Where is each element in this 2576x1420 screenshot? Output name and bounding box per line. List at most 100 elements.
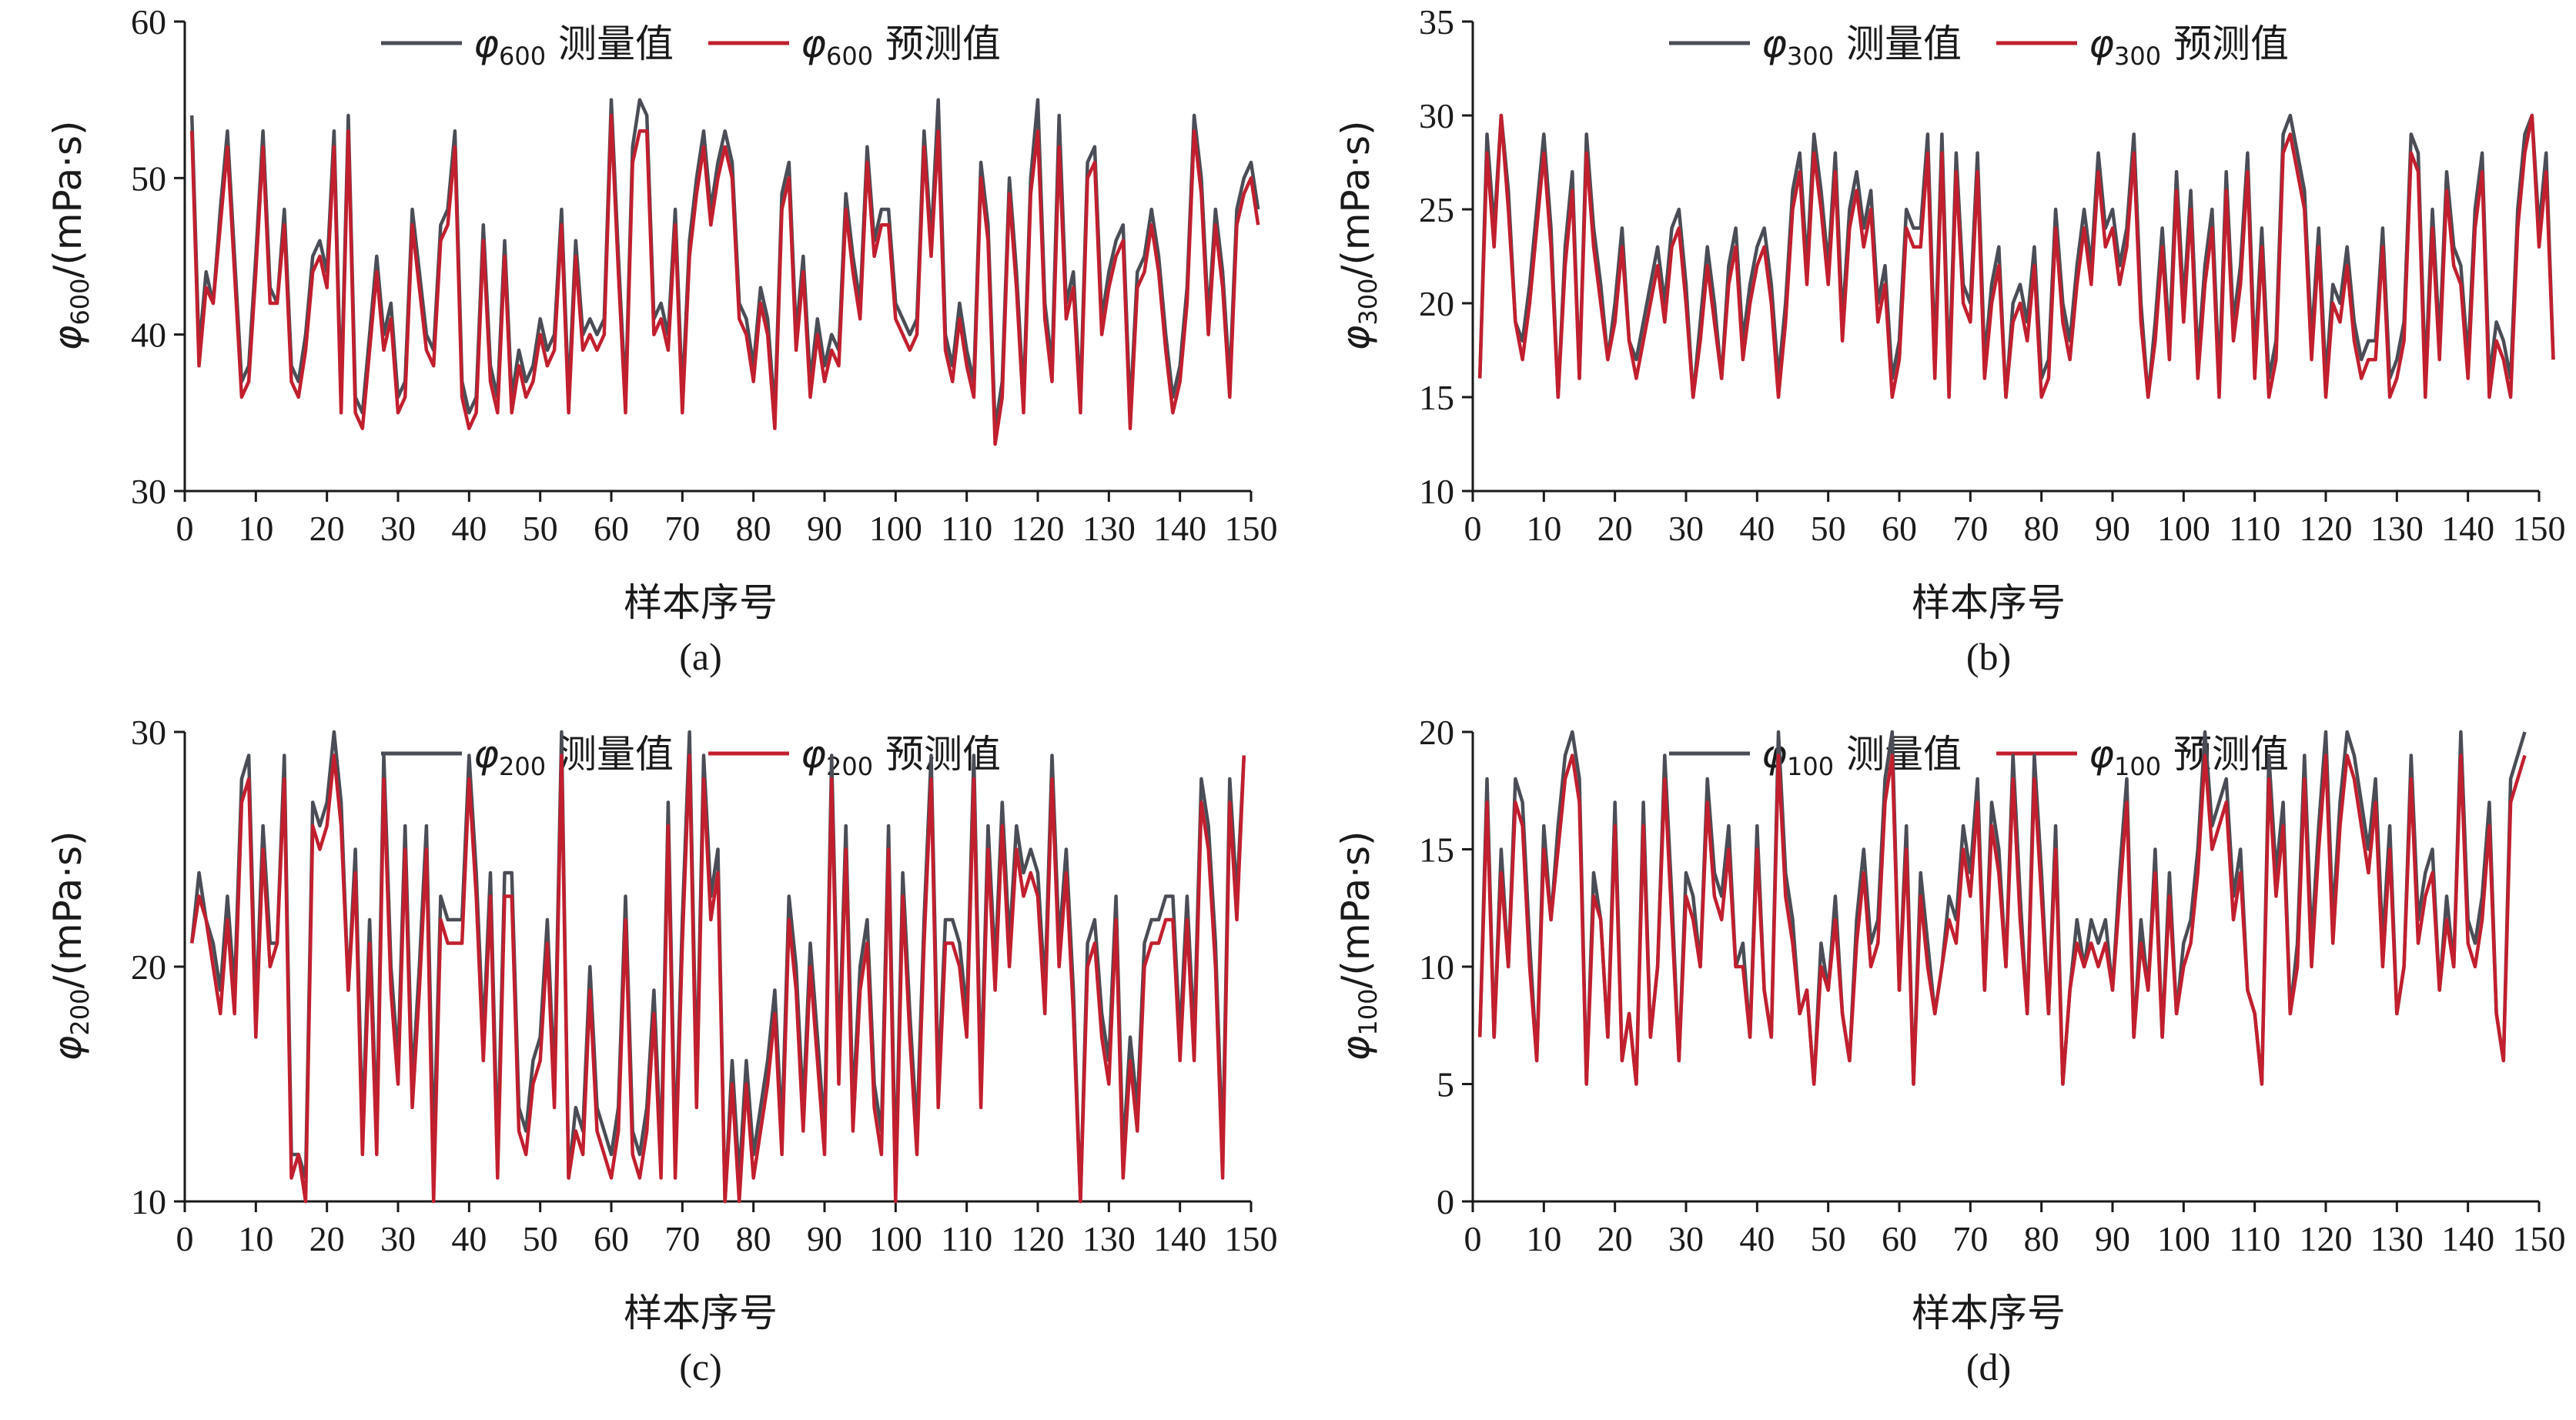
- y-axis-unit: /(mPa·s): [45, 830, 90, 988]
- svg-text:φ100/(mPa·s): φ100/(mPa·s): [1333, 830, 1383, 1061]
- chart-panel-d: φ100/(mPa·s) 样本序号 (d) φ100 测量值 φ100 预测值 0…: [1333, 713, 2566, 1388]
- x-tick-label: 70: [664, 1219, 700, 1258]
- x-tick-label: 20: [309, 509, 345, 548]
- svg-text:φ200/(mPa·s): φ200/(mPa·s): [45, 830, 95, 1061]
- plot-area: 10 15 20 25 30 35 0 10 20 30 40 50 60 70 80 90 100 110 120…: [1419, 2, 2566, 548]
- x-tick-label: 30: [1668, 1219, 1704, 1258]
- y-axis-title: φ300/(mPa·s): [1333, 120, 1383, 350]
- x-tick-label: 140: [2441, 1219, 2494, 1258]
- y-tick-label: 20: [131, 947, 166, 987]
- x-tick-label: 100: [869, 509, 922, 548]
- y-tick-label: 60: [131, 2, 166, 42]
- x-tick-label: 60: [594, 509, 629, 548]
- x-tick-label: 40: [451, 1219, 487, 1258]
- x-tick-label: 20: [1597, 1219, 1633, 1258]
- y-tick-label: 50: [131, 159, 166, 198]
- legend-label: φ600 测量值: [473, 22, 674, 71]
- legend-item-measured: φ600 测量值: [381, 22, 674, 71]
- y-axis-symbol: φ: [45, 1036, 90, 1061]
- chart-panel-b: φ300/(mPa·s) 样本序号 (b) φ300 测量值 φ300 预测值 1…: [1333, 2, 2566, 678]
- y-tick-label: 10: [1419, 472, 1454, 511]
- x-tick-label: 140: [2441, 509, 2494, 548]
- y-axis-subscript: 300: [1353, 279, 1383, 326]
- legend-item-predicted: φ100 预测值: [1996, 732, 2289, 781]
- x-tick-label: 90: [807, 1219, 842, 1258]
- y-axis-unit: /(mPa·s): [1333, 830, 1378, 988]
- y-axis-unit: /(mPa·s): [1333, 120, 1378, 278]
- x-tick-label: 120: [2300, 509, 2353, 548]
- y-axis-title: φ600/(mPa·s): [45, 120, 95, 350]
- x-tick-label: 30: [380, 1219, 416, 1258]
- y-tick-label: 20: [1419, 284, 1454, 323]
- x-tick-label: 110: [2229, 509, 2280, 548]
- y-tick-label: 10: [131, 1182, 166, 1221]
- x-tick-label: 70: [1952, 509, 1988, 548]
- y-tick-label: 15: [1419, 378, 1454, 417]
- series-line-predicted: [1477, 753, 2527, 1086]
- chart-panel-a: φ600/(mPa·s) 样本序号 (a) φ600 测量值 φ600 预测值 3…: [45, 2, 1278, 678]
- x-tick-label: 80: [2024, 1219, 2059, 1258]
- x-tick-label: 150: [2513, 509, 2566, 548]
- x-tick-label: 130: [2370, 1219, 2424, 1258]
- panel-caption: (c): [679, 1345, 722, 1388]
- y-axis-symbol: φ: [1333, 1036, 1378, 1061]
- x-tick-label: 150: [1225, 1219, 1278, 1258]
- x-tick-label: 60: [594, 1219, 629, 1258]
- svg-text:φ300/(mPa·s): φ300/(mPa·s): [1333, 120, 1383, 350]
- series-line-predicted: [189, 753, 1246, 1204]
- y-tick-label: 20: [1419, 713, 1454, 752]
- x-tick-label: 100: [2157, 1219, 2210, 1258]
- x-tick-label: 100: [2157, 509, 2210, 548]
- y-axis-subscript: 200: [65, 989, 95, 1036]
- x-tick-label: 20: [1597, 509, 1633, 548]
- y-axis-title: φ200/(mPa·s): [45, 830, 95, 1061]
- y-axis-unit: /(mPa·s): [45, 120, 90, 278]
- y-tick-label: 30: [1419, 96, 1454, 135]
- legend-label: φ200 预测值: [801, 732, 1001, 781]
- y-tick-label: 40: [131, 316, 166, 355]
- x-tick-label: 10: [238, 509, 273, 548]
- y-tick-label: 0: [1437, 1182, 1454, 1221]
- x-tick-label: 40: [1739, 509, 1775, 548]
- legend-item-measured: φ200 测量值: [381, 732, 674, 781]
- x-tick-label: 90: [2095, 1219, 2130, 1258]
- x-tick-label: 120: [2300, 1219, 2353, 1258]
- x-tick-label: 50: [523, 1219, 558, 1258]
- legend-label: φ100 测量值: [1761, 732, 1962, 781]
- x-tick-label: 40: [451, 509, 487, 548]
- y-axis-symbol: φ: [45, 326, 90, 351]
- legend-label: φ300 预测值: [2089, 22, 2289, 71]
- x-tick-label: 50: [1811, 509, 1846, 548]
- y-tick-label: 25: [1419, 190, 1454, 229]
- x-tick-label: 0: [176, 1219, 194, 1258]
- y-axis-title: φ100/(mPa·s): [1333, 830, 1383, 1061]
- x-tick-label: 30: [380, 509, 416, 548]
- legend-item-predicted: φ200 预测值: [708, 732, 1001, 781]
- x-tick-label: 0: [176, 509, 194, 548]
- x-tick-label: 40: [1739, 1219, 1775, 1258]
- x-tick-label: 130: [1082, 509, 1136, 548]
- legend-item-predicted: φ300 预测值: [1996, 22, 2289, 71]
- y-tick-label: 30: [131, 713, 166, 752]
- x-tick-label: 150: [2513, 1219, 2566, 1258]
- y-axis-subscript: 600: [65, 279, 95, 326]
- x-tick-label: 70: [664, 509, 700, 548]
- legend-label: φ600 预测值: [801, 22, 1001, 71]
- y-tick-label: 35: [1419, 2, 1454, 42]
- legend: φ100 测量值 φ100 预测值: [1669, 732, 2289, 781]
- legend-item-measured: φ300 测量值: [1669, 22, 1962, 71]
- x-tick-label: 60: [1882, 1219, 1917, 1258]
- plot-area: 10 20 30 0 10 20 30 40 50 60 70 80 90 100 110 120 130 140…: [131, 713, 1278, 1258]
- x-tick-label: 140: [1153, 1219, 1206, 1258]
- y-tick-label: 5: [1437, 1065, 1454, 1104]
- legend: φ200 测量值 φ200 预测值: [381, 732, 1001, 781]
- legend: φ300 测量值 φ300 预测值: [1669, 22, 2289, 71]
- x-tick-label: 150: [1225, 509, 1278, 548]
- legend-item-measured: φ100 测量值: [1669, 732, 1962, 781]
- series-line-measured: [1477, 113, 2555, 399]
- x-tick-label: 110: [941, 1219, 992, 1258]
- y-tick-label: 15: [1419, 830, 1454, 870]
- x-tick-label: 0: [1464, 509, 1482, 548]
- x-tick-label: 10: [238, 1219, 273, 1258]
- series-line-predicted: [189, 113, 1260, 446]
